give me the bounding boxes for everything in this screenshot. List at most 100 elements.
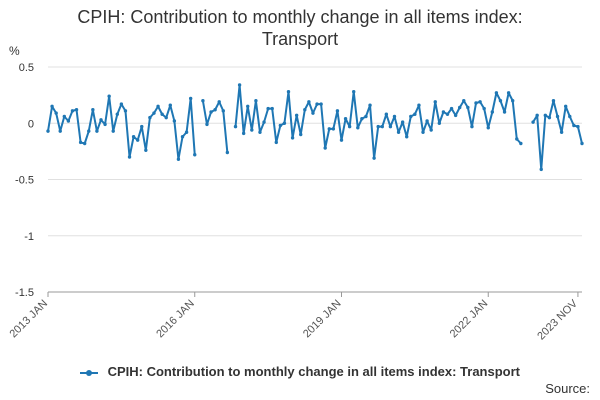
x-axis: 2013 JAN 2016 JAN 2019 JAN 2022 JAN 2023 NOV — [7, 292, 581, 342]
data-point — [246, 104, 250, 109]
data-point — [572, 123, 576, 128]
data-point — [201, 99, 205, 103]
legend[interactable]: CPIH: Contribution to monthly change in … — [0, 364, 600, 379]
data-point — [290, 136, 295, 140]
data-point — [148, 115, 152, 120]
legend-swatch — [79, 369, 98, 376]
data-point — [486, 126, 490, 130]
data-point — [511, 99, 515, 103]
y-tick-label: -1.5 — [15, 287, 34, 299]
data-point — [482, 106, 486, 111]
data-point — [515, 137, 519, 141]
data-point — [172, 119, 177, 123]
data-point — [131, 135, 136, 139]
data-point — [502, 110, 507, 114]
legend-label: CPIH: Contribution to monthly change in … — [107, 364, 521, 379]
data-point — [303, 108, 307, 112]
data-point — [478, 100, 482, 104]
data-point — [209, 110, 213, 114]
data-point — [87, 129, 91, 133]
source-label: Source: — [545, 381, 590, 396]
data-point — [144, 148, 148, 152]
data-point — [339, 138, 344, 142]
data-point — [123, 109, 128, 113]
data-point — [563, 104, 568, 109]
data-point — [352, 90, 356, 94]
data-point — [425, 119, 429, 123]
data-point — [319, 102, 323, 106]
data-point — [474, 101, 478, 105]
data-point — [270, 106, 274, 111]
data-point — [380, 124, 384, 129]
data-point — [576, 124, 580, 129]
data-point — [127, 155, 132, 159]
data-point — [506, 91, 511, 95]
data-point — [343, 117, 348, 121]
data-point — [241, 131, 246, 136]
data-point — [417, 103, 421, 107]
data-point — [205, 122, 209, 127]
data-point — [535, 113, 539, 118]
data-point — [99, 118, 103, 122]
data-point — [441, 110, 446, 114]
data-point — [498, 99, 503, 103]
data-point — [299, 132, 303, 137]
data-point — [531, 120, 535, 124]
data-point — [135, 138, 140, 142]
data-point — [180, 135, 185, 139]
data-point — [405, 135, 409, 139]
y-axis-unit-label: % — [9, 44, 20, 58]
data-point — [384, 112, 389, 116]
data-point — [262, 120, 266, 124]
data-point — [392, 114, 397, 119]
data-point — [551, 99, 556, 103]
data-point — [400, 120, 405, 124]
data-point — [152, 111, 156, 115]
data-point — [164, 115, 168, 120]
chart-title: CPIH: Contribution to monthly change in … — [77, 7, 523, 49]
y-tick-label: -0.5 — [15, 175, 34, 187]
data-point — [156, 104, 160, 109]
data-point — [360, 117, 364, 121]
data-point — [311, 111, 315, 115]
data-point — [331, 127, 336, 131]
data-point — [539, 167, 543, 172]
data-point — [421, 130, 425, 134]
data-point — [388, 124, 393, 129]
data-point — [413, 112, 417, 116]
data-point — [119, 102, 124, 106]
series-group — [46, 83, 584, 172]
data-point — [217, 100, 221, 104]
data-point — [364, 114, 368, 119]
data-point — [372, 156, 376, 160]
data-point — [307, 100, 311, 104]
data-point — [466, 105, 470, 110]
data-point — [294, 113, 299, 118]
y-tick-label: -1 — [24, 231, 34, 243]
data-point — [184, 130, 189, 134]
data-point — [233, 124, 238, 129]
data-point — [458, 105, 462, 110]
data-point — [115, 112, 119, 116]
data-point — [315, 102, 319, 106]
data-point — [250, 128, 254, 132]
data-point — [74, 108, 79, 112]
gridlines — [48, 66, 582, 293]
data-point — [568, 114, 572, 119]
data-point — [103, 122, 107, 127]
x-tick-label: 2023 NOV — [535, 297, 580, 342]
data-point — [470, 124, 474, 129]
x-tick-label: 2016 JAN — [154, 298, 197, 341]
data-point — [54, 111, 58, 115]
data-point — [282, 121, 287, 125]
data-point — [559, 130, 564, 134]
data-point — [278, 123, 283, 128]
y-tick-label: 0.5 — [19, 62, 34, 74]
data-point — [445, 112, 450, 116]
data-point — [274, 140, 278, 145]
data-point — [286, 90, 291, 94]
data-point — [213, 108, 217, 112]
data-point — [107, 94, 111, 98]
